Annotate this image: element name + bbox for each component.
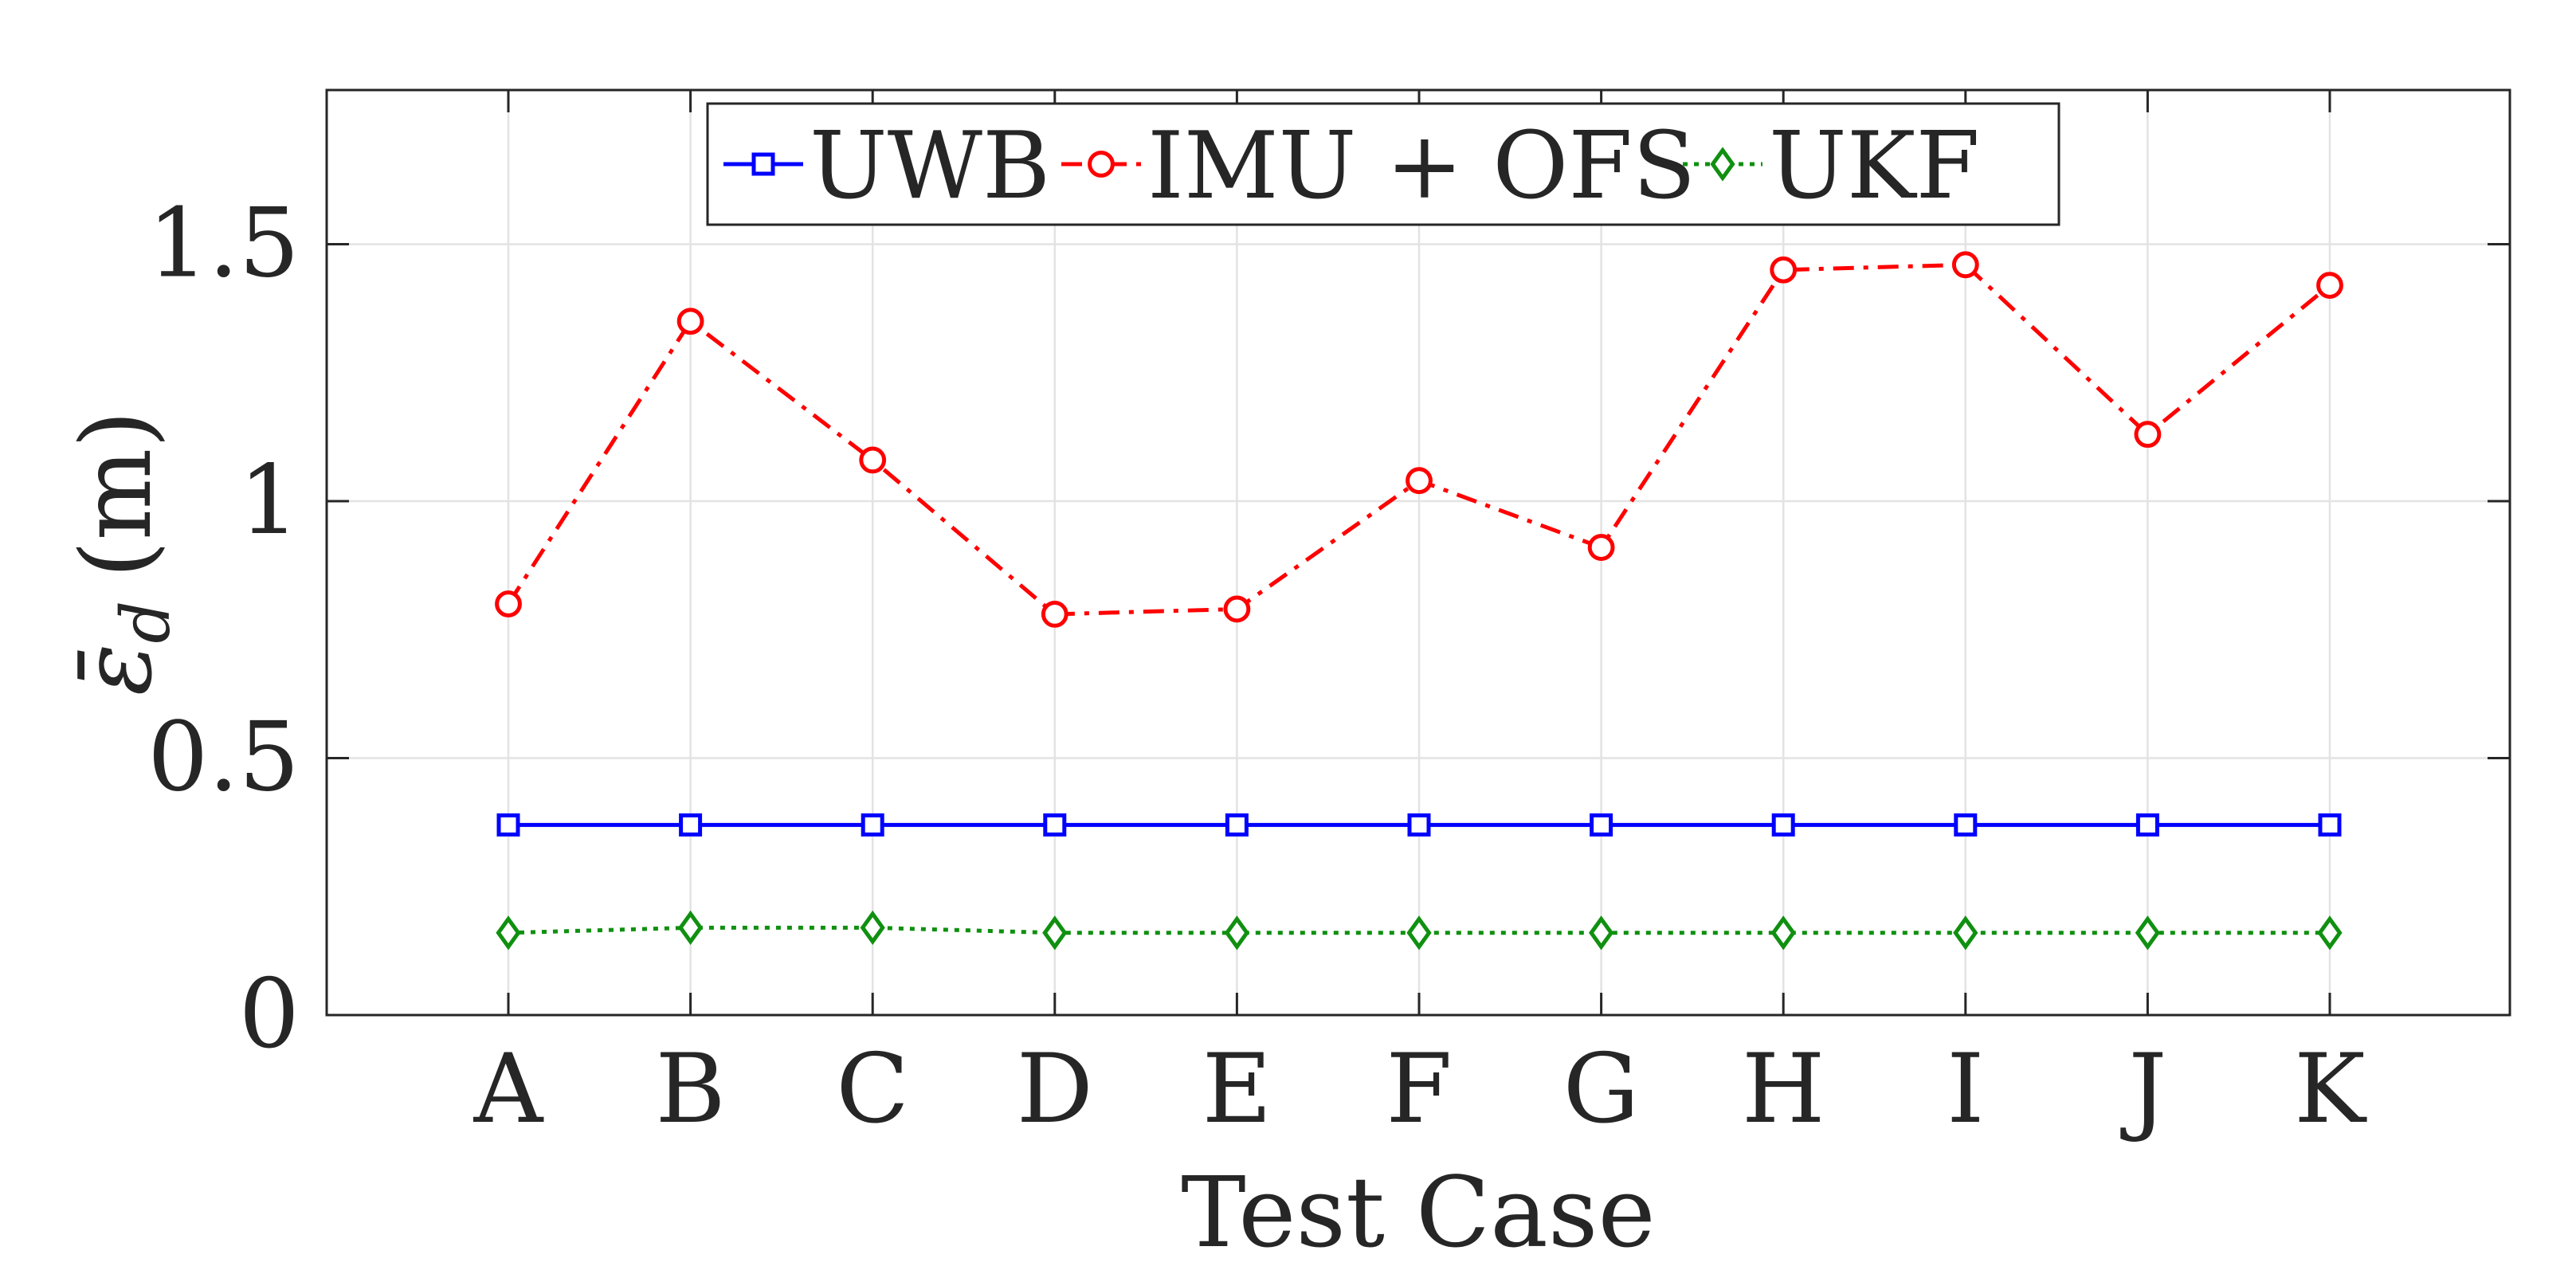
series-imu-ofs <box>495 251 2343 628</box>
data-point-imu-ofs <box>1223 595 1251 623</box>
tick-labels: A B C D E F G H I J K00.511.5 <box>147 189 2367 1146</box>
data-point-uwb <box>1954 813 1978 837</box>
grid-lines <box>327 90 2510 1017</box>
x-tick-label: G <box>1563 1034 1640 1145</box>
legend-marker-ukf <box>1710 147 1735 182</box>
data-point-uwb <box>2318 813 2342 837</box>
data-point-ukf <box>2135 915 2161 951</box>
data-point-uwb <box>1590 813 1613 837</box>
data-point-uwb <box>496 813 520 837</box>
data-point-uwb <box>1225 813 1249 837</box>
data-point-imu-ofs <box>495 590 522 617</box>
legend-box <box>706 102 2060 226</box>
x-tick-label: F <box>1386 1034 1452 1145</box>
data-point-ukf <box>1953 915 1978 951</box>
legend-item-uwb: UWB <box>723 112 1050 220</box>
data-point-ukf <box>1770 915 1796 951</box>
data-point-imu-ofs <box>859 446 887 474</box>
data-point-ukf <box>1224 915 1250 951</box>
data-point-ukf <box>860 910 885 946</box>
legend-item-imu-ofs: IMU + OFS <box>1061 112 1696 220</box>
legend-marker-imu-ofs <box>1088 151 1115 178</box>
data-point-uwb <box>2135 813 2159 837</box>
y-tick-label: 1 <box>239 445 300 556</box>
x-axis-label: Test Case <box>1181 1156 1655 1269</box>
x-tick-label: A <box>473 1034 544 1145</box>
x-tick-label: I <box>1947 1034 1984 1145</box>
x-tick-label: D <box>1017 1034 1093 1145</box>
data-point-imu-ofs <box>1770 256 1798 284</box>
x-tick-label: K <box>2294 1034 2367 1145</box>
series-uwb <box>496 813 2342 837</box>
data-point-ukf <box>677 910 704 946</box>
data-point-imu-ofs <box>676 308 704 335</box>
series-ukf <box>496 910 2343 951</box>
x-tick-label: H <box>1742 1034 1825 1145</box>
x-tick-label: C <box>836 1034 909 1145</box>
legend-marker-uwb <box>751 152 775 176</box>
y-tick-label: 0 <box>239 959 300 1070</box>
data-point-uwb <box>1043 813 1067 837</box>
y-axis-label: ε̄d (m) <box>60 410 185 696</box>
series-line-ukf <box>508 925 2330 935</box>
data-point-ukf <box>1588 915 1614 951</box>
y-axis-unit: (m) <box>60 410 173 578</box>
data-point-imu-ofs <box>1041 601 1068 628</box>
data-point-imu-ofs <box>2134 421 2162 449</box>
x-tick-label: E <box>1202 1034 1272 1145</box>
data-point-uwb <box>1771 813 1795 837</box>
y-axis-symbol: ε̄ <box>60 644 173 696</box>
data-point-imu-ofs <box>2316 272 2343 300</box>
y-axis-subscript: d <box>107 601 185 644</box>
legend-label-imu-ofs: IMU + OFS <box>1147 112 1696 220</box>
y-tick-label: 0.5 <box>147 703 300 813</box>
legend-item-ukf: UKF <box>1683 112 1980 220</box>
data-point-imu-ofs <box>1951 251 1979 279</box>
data-point-uwb <box>1407 813 1431 837</box>
data-point-ukf <box>2317 915 2343 951</box>
data-point-ukf <box>496 915 521 951</box>
data-point-uwb <box>861 813 884 837</box>
legend-label-ukf: UKF <box>1769 112 1980 220</box>
legend: UWB IMU + OFS UKF <box>706 102 2060 226</box>
data-point-ukf <box>1042 915 1068 951</box>
legend-label-uwb: UWB <box>810 112 1050 220</box>
series-layer <box>495 251 2343 951</box>
data-point-imu-ofs <box>1587 534 1615 561</box>
y-tick-label: 1.5 <box>147 189 300 300</box>
x-tick-label: B <box>656 1034 726 1145</box>
svg-text:ε̄d(m): ε̄d (m) <box>60 410 185 696</box>
data-point-ukf <box>1406 915 1432 951</box>
data-point-imu-ofs <box>1406 467 1433 495</box>
data-point-uwb <box>679 813 703 837</box>
